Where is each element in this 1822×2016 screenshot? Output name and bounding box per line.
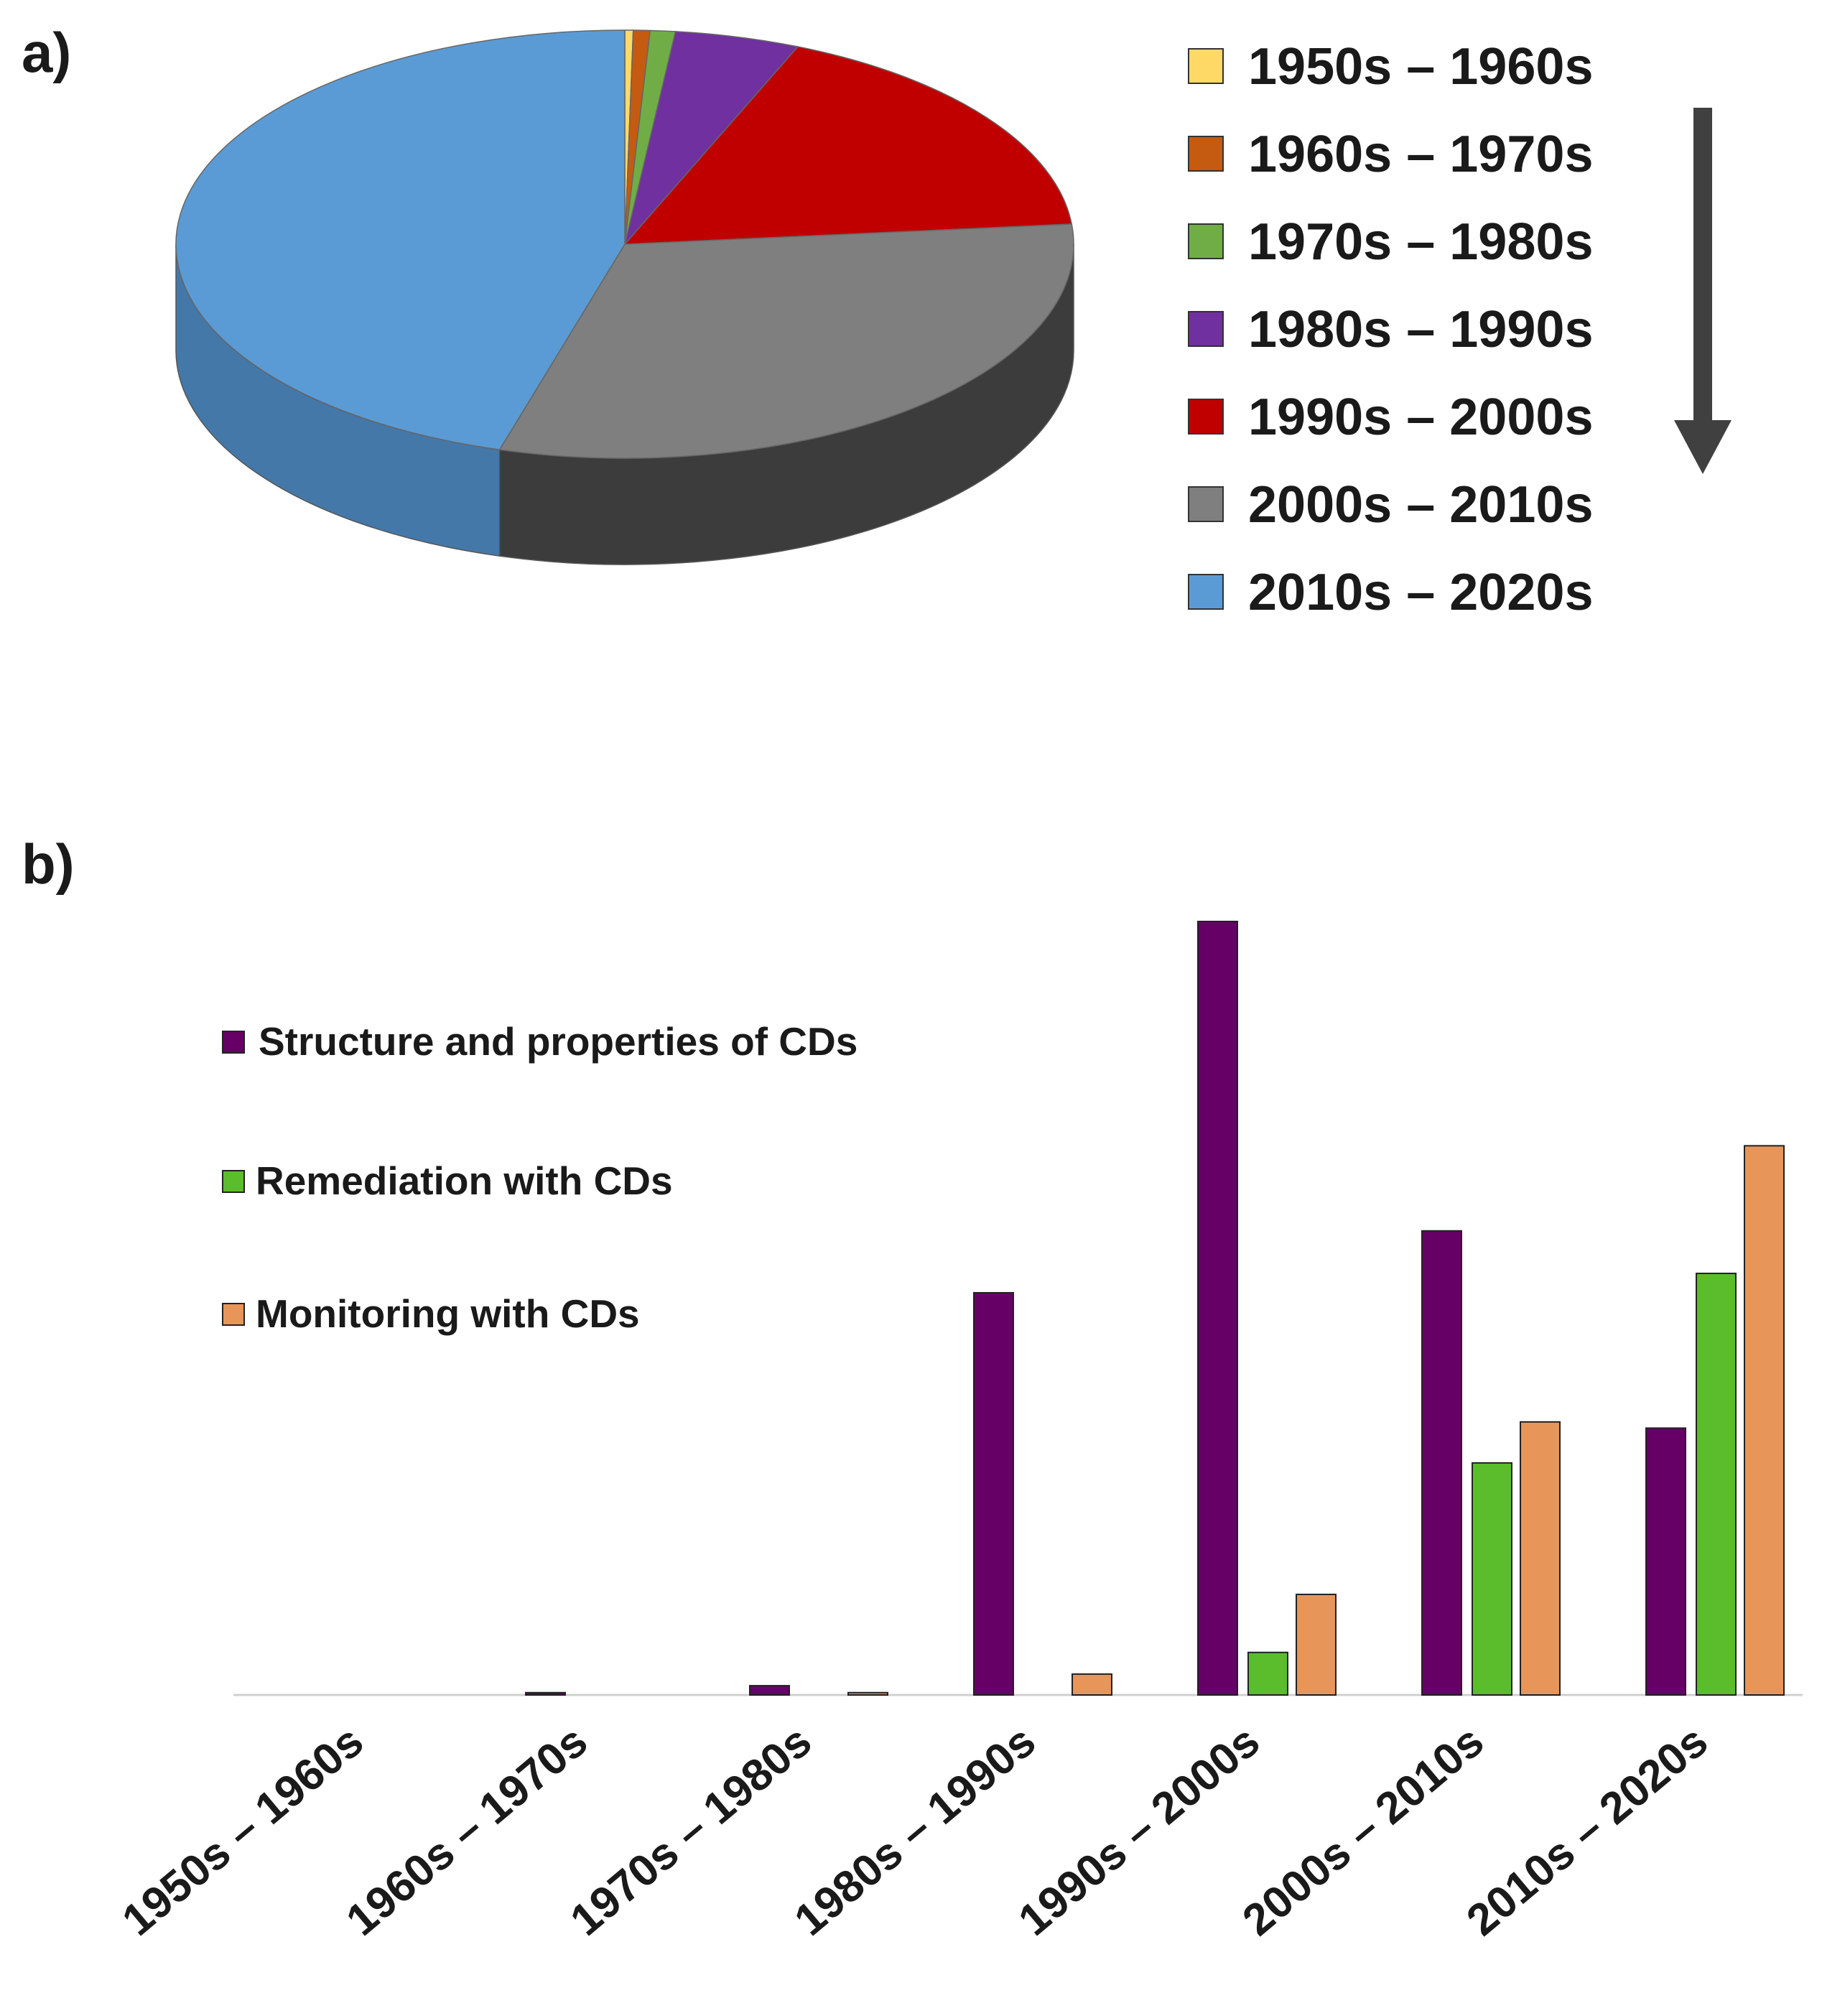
pie-legend-swatch [1188, 486, 1224, 522]
bar [525, 1691, 566, 1696]
bar [1520, 1421, 1561, 1696]
bar [1247, 1651, 1288, 1696]
pie-legend-label: 1970s – 1980s [1248, 213, 1593, 271]
pie-tops [175, 29, 1074, 459]
bar [1296, 1593, 1337, 1696]
x-tick-label: 1950s – 1960s [113, 1717, 373, 1946]
pie-legend-item: 2000s – 2010s [1188, 476, 1593, 534]
bar [1072, 1673, 1112, 1696]
bar [1197, 921, 1238, 1696]
bar [1645, 1427, 1686, 1696]
bar [847, 1691, 888, 1696]
bar-legend-swatch [222, 1031, 245, 1054]
pie-legend-label: 1990s – 2000s [1248, 389, 1593, 446]
bar [1421, 1230, 1462, 1696]
bar [749, 1685, 790, 1696]
x-tick-label: 1990s – 2000s [1010, 1717, 1269, 1946]
pie-legend-item: 1950s – 1960s [1188, 38, 1593, 96]
pie-legend-item: 1960s – 1970s [1188, 126, 1593, 183]
bar-legend-label: Structure and properties of CDs [259, 1019, 857, 1064]
pie-legend-label: 2000s – 2010s [1248, 476, 1593, 534]
panel-a-label: a) [22, 21, 71, 84]
bar [1744, 1145, 1785, 1696]
pie-legend-swatch [1188, 48, 1224, 84]
bar-legend: Structure and properties of CDs Remediat… [222, 1019, 857, 1336]
pie-slice [175, 29, 626, 450]
panel-b-label: b) [22, 832, 75, 896]
pie-legend-label: 1950s – 1960s [1248, 38, 1593, 96]
bar-legend-label: Remediation with CDs [256, 1158, 673, 1203]
x-tick-label: 1970s – 1980s [562, 1717, 821, 1946]
pie-chart [175, 29, 1074, 565]
bar-legend-label: Monitoring with CDs [256, 1291, 640, 1336]
bar-legend-item: Monitoring with CDs [222, 1291, 640, 1336]
pie-legend-item: 2010s – 2020s [1188, 564, 1593, 621]
bar-legend-swatch [222, 1170, 245, 1193]
bar [1472, 1462, 1512, 1696]
pie-legend-item: 1980s – 1990s [1188, 301, 1593, 358]
pie-legend-label: 2010s – 2020s [1248, 564, 1593, 621]
x-tick-label: 2010s – 2020s [1458, 1717, 1717, 1946]
chronology-arrow-icon [1674, 108, 1732, 474]
pie-slice [623, 46, 1073, 245]
pie-slice [624, 31, 799, 245]
pie-legend-swatch [1188, 574, 1224, 610]
pie-legend-item: 1990s – 2000s [1188, 389, 1593, 446]
pie-legend-swatch [1188, 311, 1224, 347]
bar-legend-item: Structure and properties of CDs [222, 1019, 857, 1064]
x-tick-label: 1960s – 1970s [338, 1717, 597, 1946]
pie-legend-label: 1980s – 1990s [1248, 301, 1593, 358]
pie-legend-swatch [1188, 399, 1224, 435]
x-tick-label: 2000s – 2010s [1234, 1717, 1493, 1946]
pie-legend-swatch [1188, 223, 1224, 259]
pie-legend-label: 1960s – 1970s [1248, 126, 1593, 183]
bar-legend-swatch [222, 1303, 245, 1326]
pie-legend-item: 1970s – 1980s [1188, 213, 1593, 271]
bar [1696, 1273, 1737, 1696]
x-tick-label: 1980s – 1990s [786, 1717, 1045, 1946]
pie-legend-swatch [1188, 136, 1224, 172]
bars [525, 921, 1785, 1696]
pie-legend: 1950s – 1960s 1960s – 1970s 1970s – 1980… [1188, 38, 1593, 621]
bar-legend-item: Remediation with CDs [222, 1158, 673, 1203]
pie-slice [498, 223, 1074, 459]
bar [973, 1291, 1014, 1696]
